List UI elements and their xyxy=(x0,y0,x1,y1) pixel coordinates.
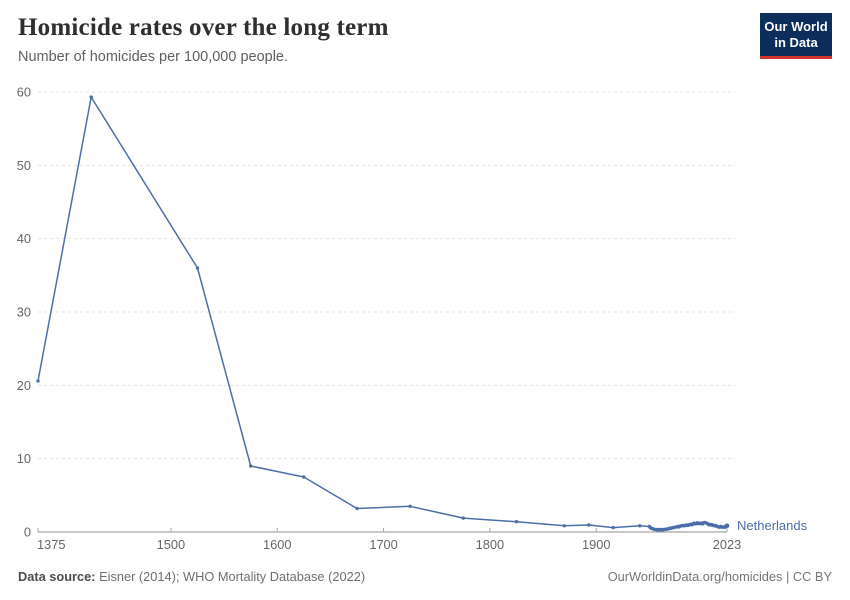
y-tick-label: 40 xyxy=(17,231,31,246)
data-point xyxy=(89,95,93,99)
x-tick-label: 1500 xyxy=(157,537,185,552)
data-source: Data source: Eisner (2014); WHO Mortalit… xyxy=(18,569,365,584)
x-tick-label: 1900 xyxy=(582,537,610,552)
data-source-value: Eisner (2014); WHO Mortality Database (2… xyxy=(99,569,366,584)
data-point xyxy=(36,379,40,383)
data-point xyxy=(195,266,200,270)
data-point xyxy=(355,506,359,511)
owid-logo-line1: Our World xyxy=(764,19,828,34)
data-source-label: Data source: xyxy=(18,569,96,584)
y-tick-label: 20 xyxy=(17,378,31,393)
series-label-netherlands: Netherlands xyxy=(737,517,808,533)
y-tick-label: 10 xyxy=(17,451,31,466)
y-tick-label: 0 xyxy=(24,525,31,540)
owid-logo-line2: in Data xyxy=(774,34,818,50)
x-tick-label: 1800 xyxy=(476,537,504,552)
x-tick-label: 1600 xyxy=(263,537,291,552)
y-tick-label: 50 xyxy=(17,158,31,173)
data-point xyxy=(611,525,615,530)
y-tick-label: 30 xyxy=(17,305,31,320)
data-point xyxy=(302,475,306,479)
x-tick-label: 1375 xyxy=(37,537,65,552)
data-point xyxy=(461,516,465,520)
chart-title: Homicide rates over the long term xyxy=(18,14,389,41)
series-line-netherlands xyxy=(37,96,728,531)
license-note: OurWorldinData.org/homicides | CC BY xyxy=(607,569,832,584)
data-point xyxy=(408,504,412,508)
data-point xyxy=(249,464,253,468)
data-point xyxy=(724,523,730,529)
chart-subtitle: Number of homicides per 100,000 people. xyxy=(18,49,289,65)
data-point xyxy=(562,524,566,528)
data-point xyxy=(638,524,642,528)
data-point xyxy=(587,523,591,527)
chart-header: Homicide rates over the long term Number… xyxy=(18,14,750,65)
x-tick-label: 1700 xyxy=(369,537,397,552)
y-tick-label: 60 xyxy=(17,85,31,100)
owid-logo: Our World in Data xyxy=(760,13,832,59)
x-tick-label: 2023 xyxy=(713,537,741,552)
data-point xyxy=(514,520,519,524)
